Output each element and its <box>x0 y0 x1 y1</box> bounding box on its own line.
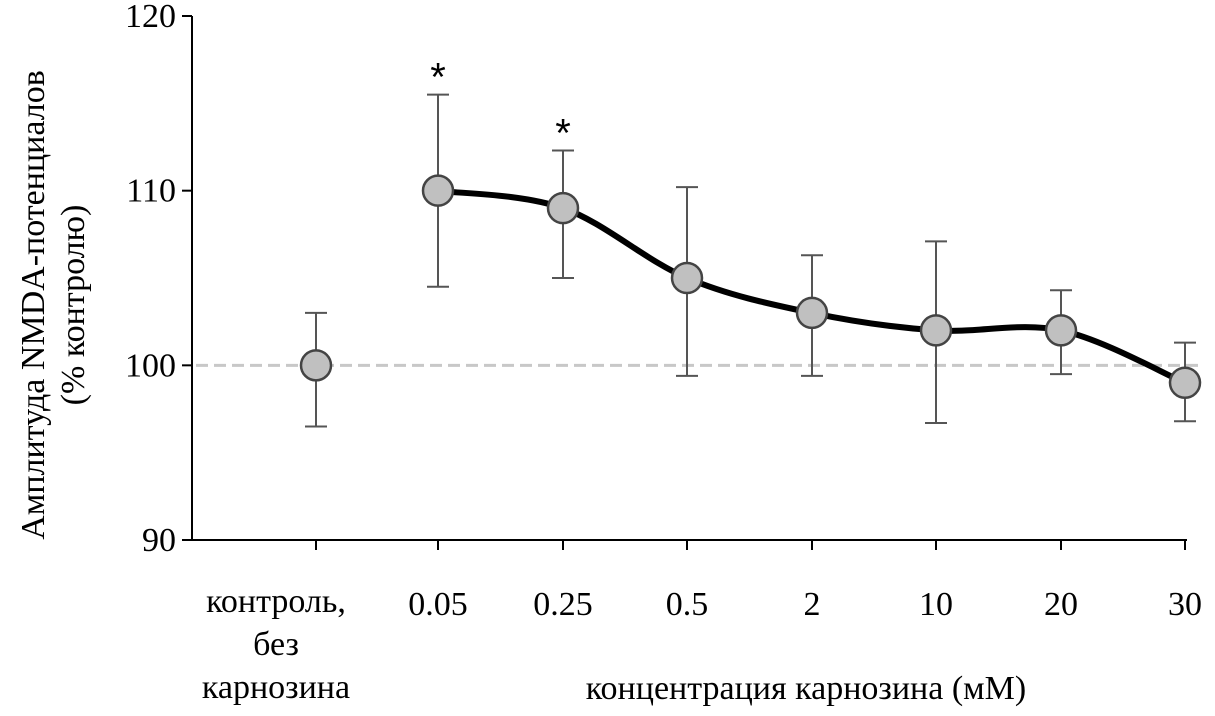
x-tick-label-line: контроль, <box>206 583 346 620</box>
x-tick-label: 10 <box>919 586 953 623</box>
significance-markers: ** <box>430 56 571 156</box>
x-tick-label: 2 <box>804 586 821 623</box>
x-tick-label: контроль, без карнозина <box>202 583 350 706</box>
x-axis-title: концентрация карнозина (мМ) <box>586 670 1026 707</box>
x-tick-label: 30 <box>1168 586 1202 623</box>
x-tick-label: 0.5 <box>666 586 709 623</box>
y-tick-label: 120 <box>125 0 176 35</box>
y-tick-label: 110 <box>126 173 176 210</box>
y-tick-label: 90 <box>142 522 176 559</box>
data-points <box>299 174 1202 400</box>
significance-star: * <box>555 111 571 155</box>
y-axis-title: Амплитуда NMDA-потенциалов <box>15 70 52 540</box>
axis-labels: контроль, без карнозина 0.05 0.25 0.5 2 10 20 30 к… <box>15 70 1202 707</box>
data-point <box>670 261 704 295</box>
data-point <box>1168 366 1202 400</box>
x-tick-label: 20 <box>1044 586 1078 623</box>
axes: 90 100 110 120 <box>125 0 1187 559</box>
x-tick-label-line: без <box>253 626 299 663</box>
x-tick-label: 0.05 <box>408 586 468 623</box>
data-point <box>1044 314 1078 347</box>
y-axis-subtitle: (% контролю) <box>55 205 92 406</box>
data-point <box>919 314 953 347</box>
data-point <box>421 174 455 207</box>
error-bars <box>305 93 1196 428</box>
data-point <box>546 191 580 225</box>
x-tick-label: 0.25 <box>533 586 593 623</box>
significance-star: * <box>430 56 446 100</box>
x-tick-label-line: карнозина <box>202 669 350 706</box>
y-tick-label: 100 <box>125 347 176 384</box>
data-point <box>299 349 333 382</box>
data-point <box>795 296 829 330</box>
